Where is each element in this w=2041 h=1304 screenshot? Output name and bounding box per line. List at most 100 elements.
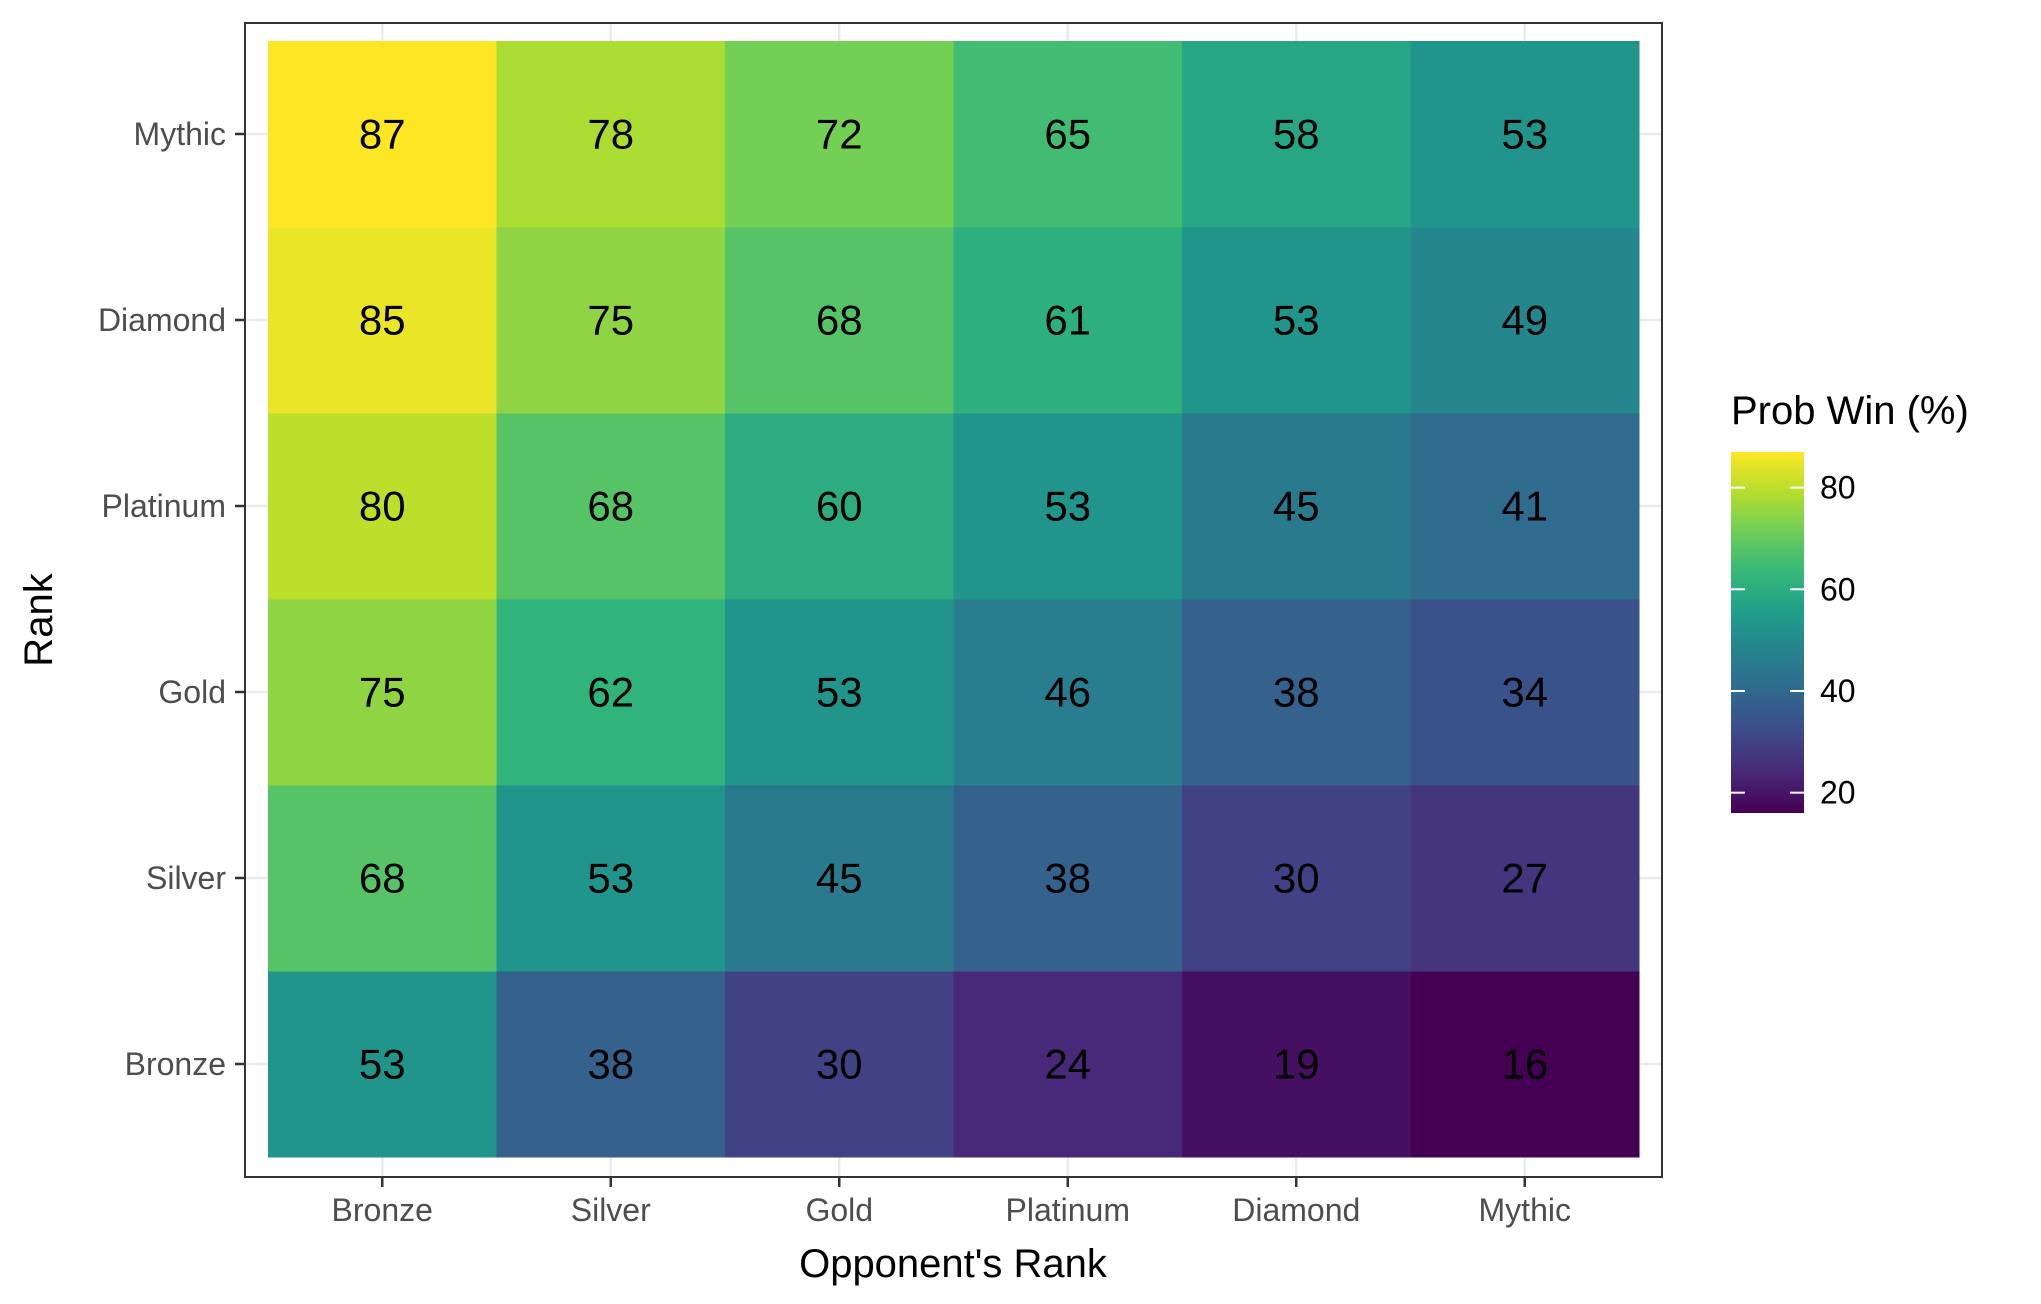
cell-value-label: 78 [587, 111, 634, 158]
cell-value-label: 61 [1044, 297, 1091, 344]
cell-value-label: 65 [1044, 111, 1091, 158]
cell-value-label: 75 [359, 669, 406, 716]
legend-ticks: 20 40 60 80 [1731, 470, 1856, 811]
cell-value-label: 49 [1501, 297, 1548, 344]
cell-value-label: 87 [359, 111, 406, 158]
cell-value-label: 80 [359, 483, 406, 530]
cell-value-label: 19 [1273, 1041, 1320, 1088]
cell-value-label: 53 [359, 1041, 406, 1088]
heatmap-cell [496, 41, 726, 228]
cell-value-label: 27 [1501, 855, 1548, 902]
x-tick-label: Diamond [1232, 1192, 1360, 1228]
x-axis-title: Opponent's Rank [799, 1242, 1108, 1286]
heatmap-cell [496, 599, 726, 786]
cell-value-label: 62 [587, 669, 634, 716]
heatmap-cell [268, 599, 497, 786]
cell-value-label: 53 [587, 855, 634, 902]
y-tick-label: Diamond [98, 302, 226, 338]
cell-value-label: 30 [816, 1041, 863, 1088]
heatmap-cell [725, 599, 954, 786]
color-legend: Prob Win (%) 20 40 60 80 [1731, 389, 1969, 813]
heatmap-cell [953, 599, 1183, 786]
heatmap-cell [496, 971, 726, 1158]
cell-value-label: 41 [1501, 483, 1548, 530]
heatmap-cell [953, 971, 1183, 1158]
y-tick-label: Gold [158, 674, 226, 710]
y-tick-label: Silver [146, 860, 226, 896]
y-tick-label: Platinum [102, 488, 227, 524]
legend-tick-label: 40 [1820, 673, 1856, 709]
heatmap-cell [1410, 413, 1640, 600]
heatmap-cell [1182, 599, 1411, 786]
cell-value-label: 30 [1273, 855, 1320, 902]
cell-value-label: 45 [816, 855, 863, 902]
cell-value-label: 46 [1044, 669, 1091, 716]
x-tick-label: Bronze [332, 1192, 433, 1228]
heatmap-cell [1182, 785, 1411, 972]
cell-value-label: 60 [816, 483, 863, 530]
heatmap-cell [1182, 227, 1411, 414]
heatmap-cell [1410, 785, 1640, 972]
heatmap-cell [1182, 971, 1411, 1158]
y-tick-label: Bronze [125, 1046, 226, 1082]
heatmap-cell [953, 227, 1183, 414]
heatmap-cell [496, 413, 726, 600]
heatmap-cell [1182, 41, 1411, 228]
cell-value-label: 16 [1501, 1041, 1548, 1088]
x-tick-label: Platinum [1006, 1192, 1131, 1228]
cell-value-label: 58 [1273, 111, 1320, 158]
legend-tick-label: 80 [1820, 470, 1856, 506]
y-axis: Bronze Silver Gold Platinum Diamond Mythic [98, 116, 245, 1082]
cell-value-label: 53 [1044, 483, 1091, 530]
heatmap-cell [496, 785, 726, 972]
cell-value-label: 53 [816, 669, 863, 716]
heatmap-cell [1410, 599, 1640, 786]
cell-value-label: 68 [816, 297, 863, 344]
panel-border [244, 22, 1663, 1178]
x-tick-label: Mythic [1479, 1192, 1571, 1228]
cell-labels: 53 38 30 24 19 16 68 53 45 38 30 27 75 62 53 46 38 34 80 68… [359, 111, 1548, 1088]
cell-value-label: 72 [816, 111, 863, 158]
heatmap-cell [268, 41, 497, 228]
heatmap-cell [268, 971, 497, 1158]
heatmap-cell [1182, 413, 1411, 600]
heatmap-cell [953, 413, 1183, 600]
heatmap-cell [725, 785, 954, 972]
cell-value-label: 75 [587, 297, 634, 344]
cell-value-label: 38 [1273, 669, 1320, 716]
x-axis: Bronze Silver Gold Platinum Diamond Mythic [332, 1177, 1571, 1228]
heatmap-cell [953, 785, 1183, 972]
cell-value-label: 38 [587, 1041, 634, 1088]
x-tick-label: Gold [805, 1192, 873, 1228]
cell-value-label: 38 [1044, 855, 1091, 902]
cell-value-label: 53 [1501, 111, 1548, 158]
cell-value-label: 45 [1273, 483, 1320, 530]
cell-value-label: 68 [587, 483, 634, 530]
legend-title: Prob Win (%) [1731, 389, 1969, 433]
cell-value-label: 24 [1044, 1041, 1091, 1088]
cell-value-label: 34 [1501, 669, 1548, 716]
heatmap-cell [953, 41, 1183, 228]
y-axis-title: Rank [17, 572, 61, 666]
x-tick-label: Silver [571, 1192, 651, 1228]
heatmap-cell [725, 227, 954, 414]
heatmap-cell [725, 413, 954, 600]
y-tick-label: Mythic [134, 116, 226, 152]
legend-tick-label: 20 [1820, 775, 1856, 811]
heatmap-cell [1410, 227, 1640, 414]
heatmap-cell [725, 971, 954, 1158]
heatmap-cell [725, 41, 954, 228]
cell-value-label: 53 [1273, 297, 1320, 344]
heatmap-cell [268, 785, 497, 972]
heatmap-cell [496, 227, 726, 414]
heatmap-cell [1410, 971, 1640, 1158]
legend-colorbar [1731, 452, 1804, 813]
heatmap-cell [1410, 41, 1640, 228]
heatmap-cells [268, 41, 1640, 1158]
heatmap-cell [268, 227, 497, 414]
cell-value-label: 85 [359, 297, 406, 344]
legend-tick-label: 60 [1820, 571, 1856, 607]
heatmap-cell [268, 413, 497, 600]
cell-value-label: 68 [359, 855, 406, 902]
